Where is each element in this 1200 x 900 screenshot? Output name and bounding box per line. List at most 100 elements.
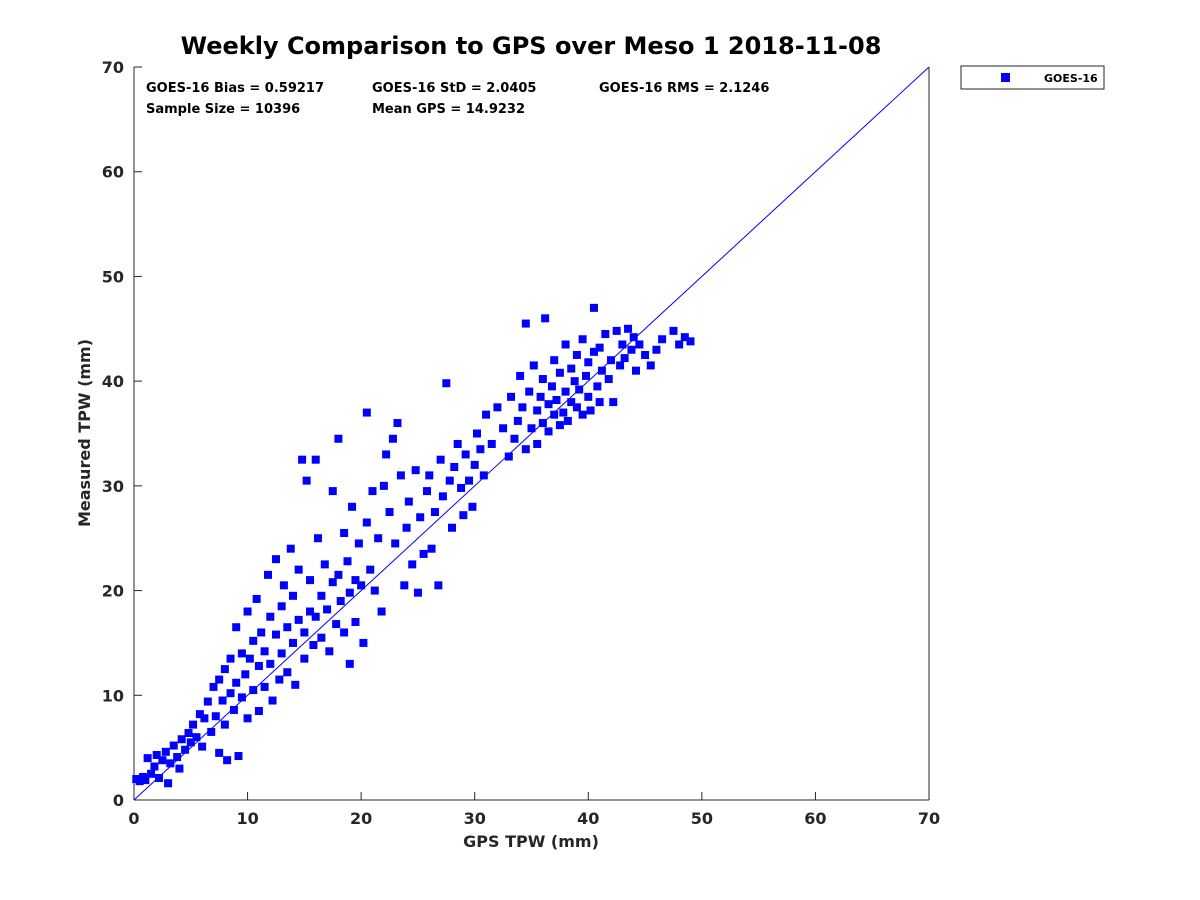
data-point: [309, 641, 318, 650]
data-point: [135, 777, 144, 786]
data-point: [544, 400, 553, 409]
data-point: [166, 759, 175, 768]
legend-marker: [1001, 73, 1010, 82]
data-point: [192, 733, 201, 742]
data-point: [601, 330, 610, 339]
data-point: [226, 689, 235, 698]
data-point: [334, 570, 343, 579]
data-point: [211, 712, 220, 721]
data-point: [493, 403, 502, 412]
data-point: [416, 513, 425, 522]
data-point: [300, 654, 309, 663]
data-point: [470, 460, 479, 469]
plot-axes: [133, 67, 930, 801]
data-point: [332, 620, 341, 629]
data-point: [328, 487, 337, 496]
x-tick-label: 10: [236, 809, 258, 828]
data-point: [518, 403, 527, 412]
y-tick-label: 30: [102, 477, 124, 496]
data-point: [215, 675, 224, 684]
data-point: [513, 416, 522, 425]
data-point: [279, 581, 288, 590]
x-ticks: 0 10 20 30 40 50 60 70: [128, 792, 940, 828]
data-point: [584, 358, 593, 367]
data-point: [635, 340, 644, 349]
data-point: [612, 326, 621, 335]
data-point: [377, 607, 386, 616]
data-point: [402, 523, 411, 532]
legend-box: [960, 65, 1105, 90]
data-point: [536, 392, 545, 401]
data-point: [200, 714, 209, 723]
data-point: [559, 408, 568, 417]
data-point: [220, 720, 229, 729]
data-point: [563, 416, 572, 425]
data-point: [195, 710, 204, 719]
data-point: [450, 463, 459, 472]
data-point: [343, 557, 352, 566]
data-point: [241, 670, 250, 679]
data-point: [487, 439, 496, 448]
data-point: [334, 434, 343, 443]
data-point: [586, 406, 595, 415]
data-point: [499, 424, 508, 433]
data-point: [232, 623, 241, 632]
data-point: [328, 578, 337, 587]
data-point: [257, 628, 266, 637]
data-point: [254, 661, 263, 670]
data-point: [680, 333, 689, 342]
data-point: [223, 756, 232, 765]
data-point: [570, 377, 579, 386]
y-axis-label: Measured TPW (mm): [75, 339, 94, 527]
data-point: [461, 450, 470, 459]
data-point: [453, 439, 462, 448]
data-point: [294, 615, 303, 624]
data-point: [393, 419, 402, 428]
data-point: [277, 602, 286, 611]
data-point: [220, 665, 229, 674]
data-point: [544, 427, 553, 436]
data-point: [366, 565, 375, 574]
data-point: [175, 764, 184, 773]
data-point: [283, 623, 292, 632]
data-point: [325, 647, 334, 656]
data-point: [345, 588, 354, 597]
data-point: [561, 340, 570, 349]
data-point: [385, 508, 394, 517]
data-point: [555, 368, 564, 377]
data-point: [229, 705, 238, 714]
data-point: [362, 408, 371, 417]
data-point: [400, 581, 409, 590]
x-tick-label: 50: [691, 809, 713, 828]
data-point: [260, 682, 269, 691]
data-point: [152, 750, 161, 759]
y-tick-label: 0: [113, 791, 124, 810]
data-point: [370, 586, 379, 595]
data-point: [425, 471, 434, 480]
data-point: [607, 356, 615, 365]
data-point: [147, 769, 156, 778]
data-point: [686, 337, 695, 346]
data-point: [521, 319, 530, 328]
data-point: [604, 375, 613, 384]
data-point: [215, 748, 224, 757]
data-point: [164, 779, 173, 788]
data-point: [243, 714, 252, 723]
x-tick-label: 60: [804, 809, 826, 828]
data-point: [550, 356, 559, 365]
data-point: [306, 607, 315, 616]
legend-label: GOES-16: [1044, 72, 1098, 85]
data-point: [277, 649, 286, 658]
data-point: [184, 728, 193, 737]
data-point: [268, 696, 277, 705]
data-point: [457, 483, 466, 492]
data-point: [362, 518, 371, 527]
data-point: [291, 680, 300, 689]
data-point: [237, 693, 246, 702]
stats-annotations: GOES-16 Bias = 0.59217 GOES-16 StD = 2.0…: [146, 81, 769, 117]
data-point: [547, 382, 556, 391]
scatter-points: [132, 303, 695, 788]
data-point: [243, 607, 252, 616]
data-point: [351, 576, 360, 585]
data-point: [396, 471, 405, 480]
